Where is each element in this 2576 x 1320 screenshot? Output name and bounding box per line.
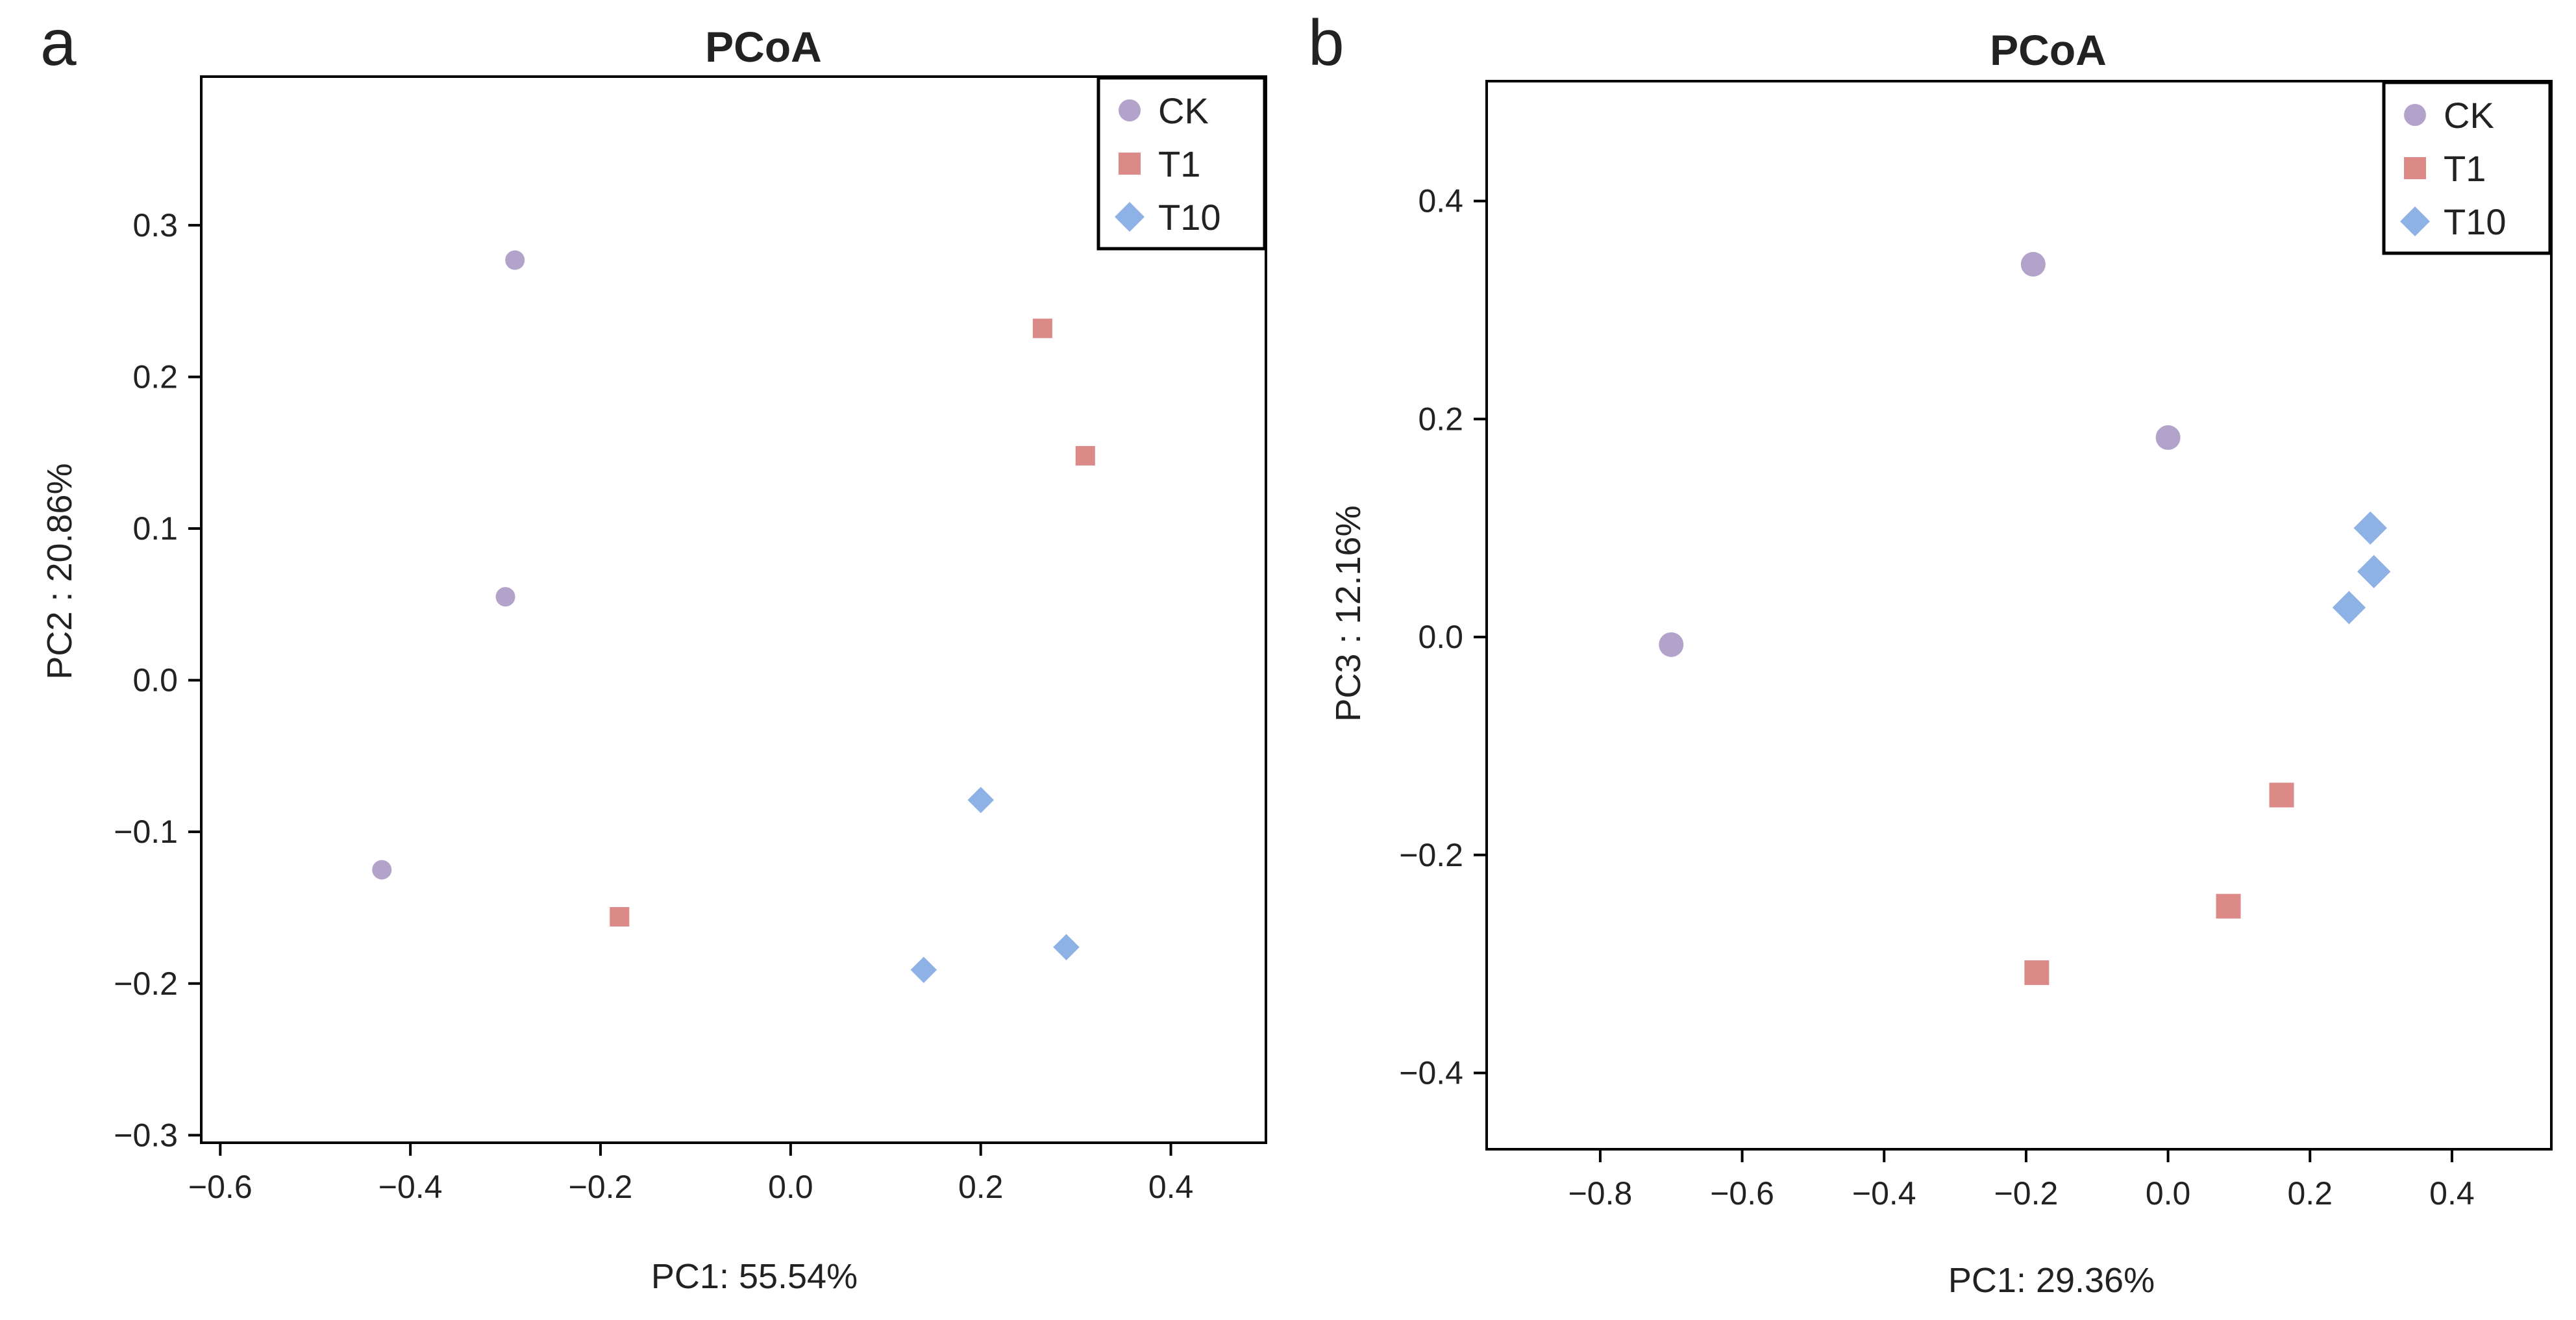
y-tick-label: −0.3 (114, 1117, 178, 1153)
panel-b-plot-frame (1485, 80, 2553, 1151)
legend-marker-ck (2404, 104, 2426, 126)
panel-a-y-axis-label: PC2 : 20.86% (40, 463, 79, 679)
data-point-ck (495, 587, 515, 607)
legend-label-ck: CK (2444, 95, 2494, 136)
legend-label-t1: T1 (1158, 143, 1200, 184)
data-point-t1 (610, 906, 630, 927)
data-point-t1 (2216, 893, 2241, 919)
panel-b: b PCoA −0.8 −0.6 −0.4 −0.2 0.0 0.2 0.4 −0.4−0.… (1308, 6, 2553, 1300)
data-point-t10 (2353, 511, 2387, 545)
data-point-t10 (910, 956, 937, 983)
panel-b-legend: CK T1 T10 (2382, 81, 2552, 255)
panel-b-points (1659, 252, 2391, 986)
data-point-ck (372, 860, 392, 880)
panel-b-y-axis-label: PC3 : 12.16% (1329, 505, 1368, 721)
y-tick-label: 0.3 (132, 207, 178, 243)
x-tick-label: 0.4 (2429, 1175, 2475, 1212)
data-point-t10 (1053, 934, 1080, 960)
panel-a-x-axis: −0.6 −0.4 −0.2 0.0 0.2 0.4 (188, 1143, 1193, 1205)
legend-label-t10: T10 (2444, 201, 2507, 242)
panel-a-title: PCoA (705, 23, 822, 71)
data-point-ck (505, 250, 525, 270)
y-tick-label: 0.0 (132, 662, 178, 699)
panel-a-y-axis: −0.3 −0.2 −0.1 0.0 0.1 0.2 0.3 (114, 207, 201, 1153)
x-tick-label: −0.2 (569, 1169, 633, 1205)
x-tick-label: 0.4 (1148, 1169, 1194, 1205)
y-tick-label: 0.0 (1418, 619, 1463, 655)
x-tick-label: −0.6 (188, 1169, 253, 1205)
data-point-t1 (2024, 960, 2050, 986)
data-point-t10 (2332, 591, 2366, 625)
panel-b-y-axis: −0.4 −0.2 0.0 0.2 0.4 (1399, 183, 1487, 1091)
x-tick-label: 0.2 (958, 1169, 1004, 1205)
data-point-t10 (2357, 554, 2391, 589)
data-point-ck (1659, 632, 1684, 657)
panel-a: a PCoA −0.6 −0.4 −0.2 0.0 0.2 0.4 −0.3−0.2−0.… (40, 6, 1267, 1296)
x-tick-label: −0.2 (1994, 1175, 2059, 1212)
panel-a-points (372, 250, 1095, 983)
y-tick-label: −0.2 (114, 965, 178, 1002)
x-tick-label: −0.6 (1710, 1175, 1774, 1212)
y-tick-label: 0.4 (1418, 183, 1463, 219)
panel-b-x-axis: −0.8 −0.6 −0.4 −0.2 0.0 0.2 0.4 (1568, 1149, 2475, 1212)
x-tick-label: 0.2 (2288, 1175, 2333, 1212)
y-tick-label: −0.4 (1399, 1055, 1463, 1091)
legend-marker-t1 (2404, 157, 2426, 179)
y-tick-label: 0.1 (132, 510, 178, 547)
data-point-t1 (1032, 318, 1052, 338)
panel-a-legend: CK T1 T10 (1096, 76, 1267, 251)
panel-b-title: PCoA (1990, 26, 2107, 74)
panel-a-plot-frame (200, 75, 1267, 1144)
panel-b-letter: b (1308, 6, 1344, 79)
legend-label-t10: T10 (1158, 197, 1221, 238)
x-tick-label: 0.0 (2146, 1175, 2191, 1212)
x-tick-label: 0.0 (768, 1169, 813, 1205)
data-point-t1 (1075, 445, 1095, 466)
x-tick-label: −0.8 (1568, 1175, 1633, 1212)
legend-marker-t1 (1119, 153, 1141, 175)
legend-marker-t10 (1115, 202, 1145, 232)
panel-b-x-axis-label: PC1: 29.36% (1948, 1261, 2155, 1300)
legend-marker-ck (1119, 99, 1141, 121)
panel-a-letter: a (40, 6, 77, 79)
data-point-ck (2155, 425, 2181, 450)
legend-marker-t10 (2400, 206, 2430, 236)
x-tick-label: −0.4 (1852, 1175, 1916, 1212)
y-tick-label: −0.2 (1399, 837, 1463, 873)
y-tick-label: 0.2 (1418, 401, 1463, 437)
legend-label-t1: T1 (2444, 148, 2486, 189)
data-point-ck (2020, 252, 2046, 277)
legend-label-ck: CK (1158, 90, 1209, 131)
data-point-t10 (967, 786, 994, 814)
panel-a-x-axis-label: PC1: 55.54% (651, 1257, 858, 1296)
y-tick-label: 0.2 (132, 358, 178, 395)
y-tick-label: −0.1 (114, 814, 178, 850)
x-tick-label: −0.4 (378, 1169, 443, 1205)
data-point-t1 (2269, 782, 2294, 808)
